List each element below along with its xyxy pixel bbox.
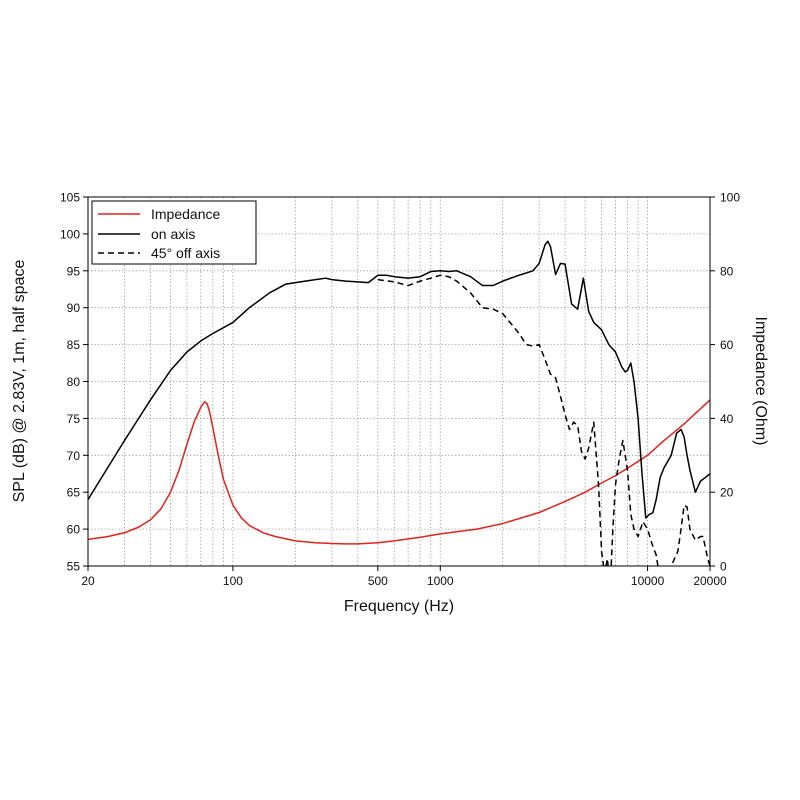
x-tick-label: 10000 — [631, 574, 665, 588]
y-tick-label: 100 — [60, 227, 80, 241]
y-tick-label: 80 — [67, 375, 81, 389]
legend-label-on-axis: on axis — [151, 226, 195, 242]
y-tick-label: 65 — [67, 486, 81, 500]
y2-tick-label: 60 — [720, 338, 734, 352]
series-line-on-axis — [88, 240, 710, 519]
x-tick-label: 500 — [368, 574, 388, 588]
x-tick-label: 20000 — [693, 574, 727, 588]
y2-tick-label: 20 — [720, 486, 734, 500]
x-axis-label: Frequency (Hz) — [344, 598, 454, 615]
y2-tick-label: 0 — [720, 560, 727, 574]
legend: Impedance on axis 45° off axis — [91, 200, 257, 265]
grid — [88, 197, 710, 566]
x-tick-label: 1000 — [427, 574, 454, 588]
y2-axis-label: Impedance (Ohm) — [752, 317, 769, 446]
series-line-45-off-axis — [377, 274, 710, 566]
y-tick-label: 55 — [67, 560, 81, 574]
y-tick-label: 85 — [67, 338, 81, 352]
x-tick-label: 100 — [223, 574, 243, 588]
y-tick-label: 95 — [67, 264, 81, 278]
y2-tick-label: 80 — [720, 264, 734, 278]
legend-label-off-axis: 45° off axis — [151, 245, 220, 261]
y2-tick-label: 40 — [720, 412, 734, 426]
y-tick-label: 75 — [67, 412, 81, 426]
legend-label-impedance: Impedance — [151, 206, 220, 222]
y-tick-label: 60 — [67, 523, 81, 537]
y-tick-label: 105 — [60, 191, 80, 205]
x-tick-label: 20 — [81, 574, 95, 588]
series-line-impedance — [88, 399, 710, 545]
series-group — [88, 240, 710, 566]
y-tick-label: 90 — [67, 301, 81, 315]
ticks: 20 100 500 1000 10000 20000556065707580859095… — [60, 191, 740, 589]
y-tick-label: 70 — [67, 449, 81, 463]
y-axis-label: SPL (dB) @ 2.83V, 1m, half space — [11, 260, 28, 503]
y2-tick-label: 100 — [720, 191, 740, 205]
